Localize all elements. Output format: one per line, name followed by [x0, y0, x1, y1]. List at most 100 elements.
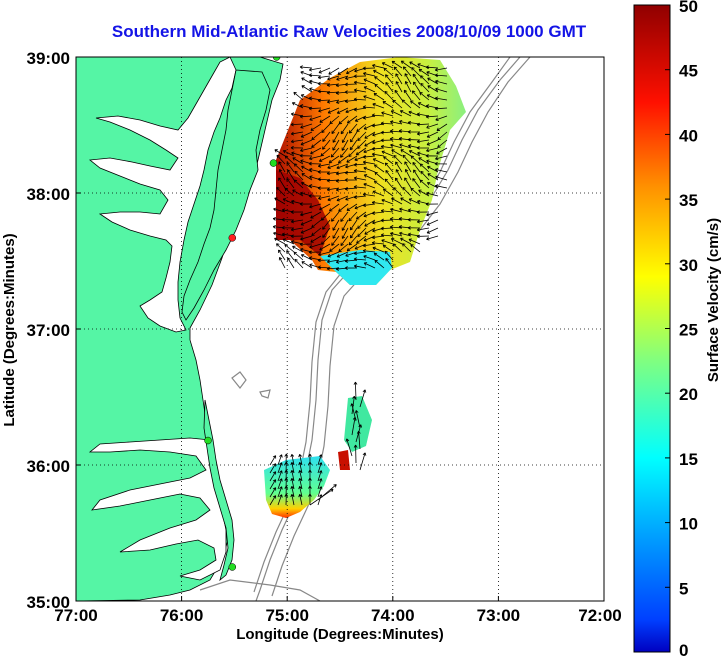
velocity-arrow [331, 235, 340, 246]
velocity-arrow [290, 461, 295, 474]
velocity-arrow [407, 137, 421, 142]
velocity-arrow [317, 98, 331, 103]
velocity-arrow [362, 192, 376, 197]
velocity-arrow [337, 67, 349, 75]
velocity-arrow [310, 123, 322, 131]
velocity-arrow [393, 154, 403, 165]
velocity-arrow [286, 161, 295, 173]
velocity-arrow [345, 438, 353, 457]
velocity-arrow [353, 185, 367, 189]
velocity-arrow [326, 187, 340, 192]
velocity-arrow [274, 197, 286, 205]
velocity-arrow [344, 82, 358, 87]
velocity-vectors [269, 60, 448, 506]
velocity-arrow [380, 144, 394, 149]
velocity-arrow [353, 88, 367, 93]
velocity-arrow [410, 187, 421, 197]
velocity-arrow [321, 235, 331, 245]
velocity-arrow [309, 155, 322, 161]
velocity-arrow [395, 81, 403, 93]
velocity-arrow [385, 170, 394, 181]
south-field-red [338, 450, 350, 470]
velocity-arrow [290, 477, 295, 490]
velocity-arrow [411, 90, 421, 101]
velocity-arrow [344, 186, 358, 191]
velocity-arrow [357, 139, 367, 149]
velocity-arrow [410, 155, 421, 165]
velocity-arrow [350, 227, 358, 239]
velocity-arrow [412, 161, 421, 173]
grid [76, 57, 604, 601]
velocity-arrow [317, 470, 323, 482]
velocity-arrow [418, 157, 430, 165]
velocity-arrow [385, 82, 394, 93]
x-tick-label: 76:00 [160, 606, 203, 625]
velocity-arrow [356, 430, 361, 450]
colorbar-tick: 35 [679, 191, 698, 210]
velocity-arrow [346, 203, 358, 211]
velocity-arrow [277, 494, 283, 506]
velocity-arrow [371, 235, 385, 240]
velocity-arrow [341, 131, 349, 143]
velocity-arrow [416, 145, 430, 150]
velocity-arrow [399, 231, 412, 237]
velocity-arrow [372, 102, 385, 109]
velocity-arrow [300, 139, 313, 146]
velocity-arrow [416, 210, 430, 215]
velocity-arrow [317, 486, 323, 498]
velocity-arrow [317, 258, 331, 263]
velocity-arrow [394, 89, 403, 101]
velocity-arrow [299, 153, 313, 158]
velocity-arrow [381, 239, 394, 245]
velocity-arrow [329, 243, 340, 252]
x-axis: 77:00 76:00 75:00 74:00 73:00 72:00 Long… [54, 596, 622, 643]
velocity-arrow [338, 115, 349, 125]
velocity-arrow [300, 219, 313, 226]
velocity-arrow [341, 219, 349, 231]
velocity-arrow [269, 495, 277, 506]
velocity-arrow [353, 80, 367, 85]
velocity-arrow [435, 168, 448, 173]
velocity-arrow [371, 146, 385, 151]
velocity-arrow [390, 143, 403, 149]
velocity-arrow [362, 155, 376, 159]
velocity-arrow [290, 485, 295, 498]
velocity-arrow [355, 211, 367, 220]
velocity-arrow [277, 470, 283, 482]
velocity-arrow [300, 131, 313, 138]
colorbar-tick: 5 [679, 579, 688, 598]
velocity-arrow [426, 219, 439, 226]
velocity-arrow [395, 169, 403, 181]
velocity-arrow [317, 478, 323, 490]
velocity-arrow [332, 131, 340, 143]
velocity-arrow [317, 484, 337, 501]
velocity-arrow [413, 169, 421, 181]
velocity-arrow [269, 455, 277, 466]
velocity-arrow [336, 107, 349, 114]
velocity-arrow [340, 211, 349, 222]
velocity-arrow [300, 235, 313, 241]
velocity-arrow [277, 454, 283, 466]
velocity-arrow [298, 461, 303, 474]
velocity-arrow [373, 252, 385, 261]
velocity-arrow [310, 211, 322, 219]
x-axis-label: Longitude (Degrees:Minutes) [236, 626, 444, 643]
velocity-arrow [416, 234, 430, 239]
velocity-arrow [416, 139, 430, 144]
y-tick-label: 35:00 [27, 593, 70, 612]
velocity-arrow [336, 251, 349, 258]
velocity-arrow [290, 122, 304, 127]
velocity-arrow [353, 176, 367, 181]
velocity-arrow [326, 83, 340, 87]
velocity-arrow [411, 67, 421, 77]
velocity-arrow [317, 170, 331, 174]
velocity-arrow [363, 95, 376, 101]
velocity-arrow [301, 77, 313, 85]
velocity-arrow [291, 102, 304, 109]
velocity-arrow [299, 202, 313, 206]
velocity-arrow [319, 243, 331, 251]
velocity-arrow [402, 243, 412, 253]
velocity-arrow [427, 77, 439, 85]
chesapeake-bay [88, 57, 237, 333]
